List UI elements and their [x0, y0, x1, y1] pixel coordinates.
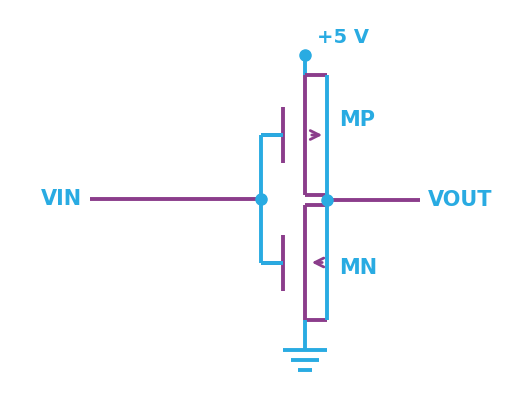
Text: +5 V: +5 V	[317, 28, 369, 47]
Text: MN: MN	[339, 258, 377, 278]
Text: VOUT: VOUT	[428, 190, 492, 210]
Text: MP: MP	[339, 110, 375, 130]
Text: VIN: VIN	[41, 189, 82, 209]
